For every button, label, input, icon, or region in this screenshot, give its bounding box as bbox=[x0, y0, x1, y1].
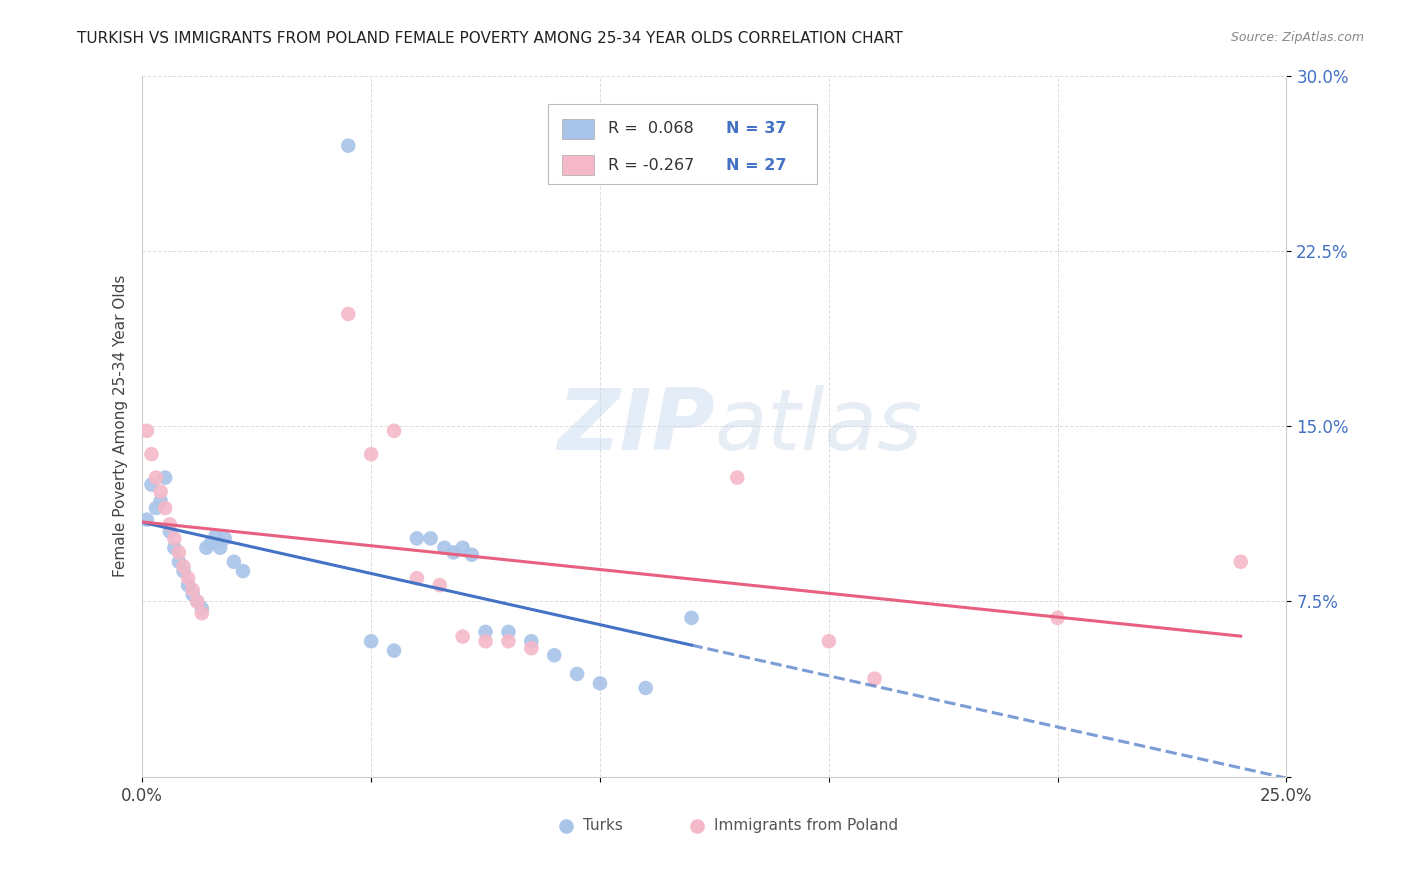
Point bbox=[195, 541, 218, 555]
Point bbox=[406, 571, 429, 585]
Point bbox=[863, 672, 886, 686]
Point bbox=[153, 470, 176, 484]
Point bbox=[337, 138, 360, 153]
Point bbox=[1229, 555, 1251, 569]
Point bbox=[177, 571, 200, 585]
Point bbox=[520, 641, 543, 656]
Point bbox=[474, 624, 496, 639]
Point bbox=[167, 545, 190, 559]
Point bbox=[214, 532, 236, 546]
FancyBboxPatch shape bbox=[548, 103, 817, 185]
Point bbox=[159, 517, 181, 532]
Point bbox=[135, 513, 157, 527]
Point bbox=[173, 559, 195, 574]
Point bbox=[145, 500, 167, 515]
Point bbox=[817, 634, 839, 648]
Point bbox=[474, 634, 496, 648]
Point bbox=[209, 541, 232, 555]
Point bbox=[429, 578, 451, 592]
Point bbox=[222, 555, 245, 569]
Point bbox=[360, 447, 382, 461]
Point bbox=[177, 578, 200, 592]
Point bbox=[181, 582, 204, 597]
Point bbox=[145, 470, 167, 484]
Point bbox=[153, 500, 176, 515]
Point bbox=[167, 555, 190, 569]
Point bbox=[149, 484, 172, 499]
Point bbox=[634, 681, 657, 695]
Point bbox=[1046, 611, 1069, 625]
Text: Turks: Turks bbox=[583, 819, 623, 833]
Point bbox=[725, 470, 748, 484]
Text: TURKISH VS IMMIGRANTS FROM POLAND FEMALE POVERTY AMONG 25-34 YEAR OLDS CORRELATI: TURKISH VS IMMIGRANTS FROM POLAND FEMALE… bbox=[77, 31, 903, 46]
Text: N = 37: N = 37 bbox=[725, 121, 786, 136]
Point bbox=[520, 634, 543, 648]
Point bbox=[681, 611, 703, 625]
Text: R = -0.267: R = -0.267 bbox=[607, 158, 695, 173]
Text: ZIP: ZIP bbox=[557, 384, 714, 467]
Text: R =  0.068: R = 0.068 bbox=[607, 121, 693, 136]
Point bbox=[451, 541, 474, 555]
Point bbox=[135, 424, 157, 438]
Point bbox=[163, 541, 186, 555]
Point bbox=[382, 643, 405, 657]
Point bbox=[498, 624, 520, 639]
Text: atlas: atlas bbox=[714, 384, 922, 467]
Point bbox=[186, 594, 208, 608]
FancyBboxPatch shape bbox=[562, 155, 595, 175]
Point bbox=[382, 424, 405, 438]
Point bbox=[191, 606, 214, 620]
Point bbox=[451, 630, 474, 644]
Point bbox=[159, 524, 181, 539]
Point bbox=[173, 564, 195, 578]
Point bbox=[163, 532, 186, 546]
Point bbox=[419, 532, 441, 546]
Point bbox=[461, 548, 484, 562]
Point bbox=[200, 536, 222, 550]
Point bbox=[186, 594, 208, 608]
Text: Source: ZipAtlas.com: Source: ZipAtlas.com bbox=[1230, 31, 1364, 45]
Point bbox=[232, 564, 254, 578]
Text: N = 27: N = 27 bbox=[725, 158, 786, 173]
Point bbox=[543, 648, 565, 663]
Point bbox=[337, 307, 360, 321]
Text: Immigrants from Poland: Immigrants from Poland bbox=[714, 819, 898, 833]
Point bbox=[406, 532, 429, 546]
Point bbox=[149, 494, 172, 508]
Point bbox=[589, 676, 612, 690]
Point bbox=[565, 667, 588, 681]
Point bbox=[443, 545, 465, 559]
FancyBboxPatch shape bbox=[562, 119, 595, 138]
Y-axis label: Female Poverty Among 25-34 Year Olds: Female Poverty Among 25-34 Year Olds bbox=[114, 275, 128, 577]
Point bbox=[204, 529, 226, 543]
Point bbox=[141, 477, 163, 491]
Point bbox=[498, 634, 520, 648]
Point bbox=[360, 634, 382, 648]
Point bbox=[181, 587, 204, 601]
Point bbox=[433, 541, 456, 555]
Point bbox=[141, 447, 163, 461]
Point bbox=[191, 601, 214, 615]
